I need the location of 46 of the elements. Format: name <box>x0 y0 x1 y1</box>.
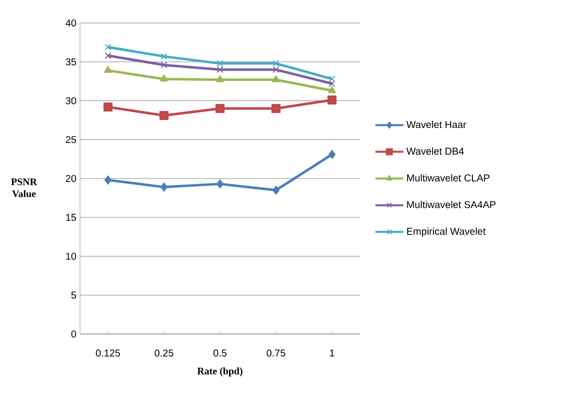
point <box>328 150 336 159</box>
point <box>160 53 168 60</box>
point <box>104 176 112 185</box>
point <box>104 52 112 59</box>
point <box>328 80 336 87</box>
legend-label: Wavelet Haar <box>406 120 466 128</box>
x-axis-title: Rate (bpd) <box>197 367 242 376</box>
y-tick-label: 10 <box>66 252 76 260</box>
point <box>327 95 336 104</box>
y-axis-title: PSNR Value <box>11 178 38 198</box>
x-tick-label: 0.75 <box>266 350 286 357</box>
point <box>160 111 168 120</box>
y-tick-label: 30 <box>66 97 76 104</box>
point <box>328 76 336 82</box>
point <box>216 75 224 82</box>
point <box>328 86 336 94</box>
legend-label: Multiwavelet SA4AP <box>407 200 496 208</box>
point <box>271 104 280 114</box>
x-tick-label: 0.25 <box>154 350 174 357</box>
point <box>160 74 168 82</box>
point <box>160 62 168 68</box>
point <box>216 179 224 188</box>
point <box>272 75 280 82</box>
y-tick-label: 15 <box>66 214 76 221</box>
point <box>104 66 112 73</box>
point <box>104 102 112 112</box>
y-tick-label: 0 <box>71 330 76 338</box>
x-tick-label: 1 <box>330 350 334 356</box>
x-tick-label: 0.125 <box>96 350 120 357</box>
y-tick-label: 25 <box>66 136 76 144</box>
point <box>272 186 280 195</box>
x-tick-label: 0.5 <box>213 350 227 357</box>
point <box>160 182 168 192</box>
legend-label: Empirical Wavelet <box>407 228 486 237</box>
point <box>272 60 280 67</box>
point <box>272 66 280 73</box>
y-tick-label: 5 <box>71 292 76 299</box>
legend-label: Multiwavelet CLAP <box>407 174 490 182</box>
legend-label: Wavelet DB4 <box>406 147 464 155</box>
y-tick-label: 20 <box>66 174 76 182</box>
y-tick-label: 35 <box>66 58 76 66</box>
point <box>216 60 224 67</box>
point <box>216 66 224 73</box>
point <box>104 44 112 50</box>
point <box>215 104 224 114</box>
y-tick-label: 40 <box>66 19 76 27</box>
